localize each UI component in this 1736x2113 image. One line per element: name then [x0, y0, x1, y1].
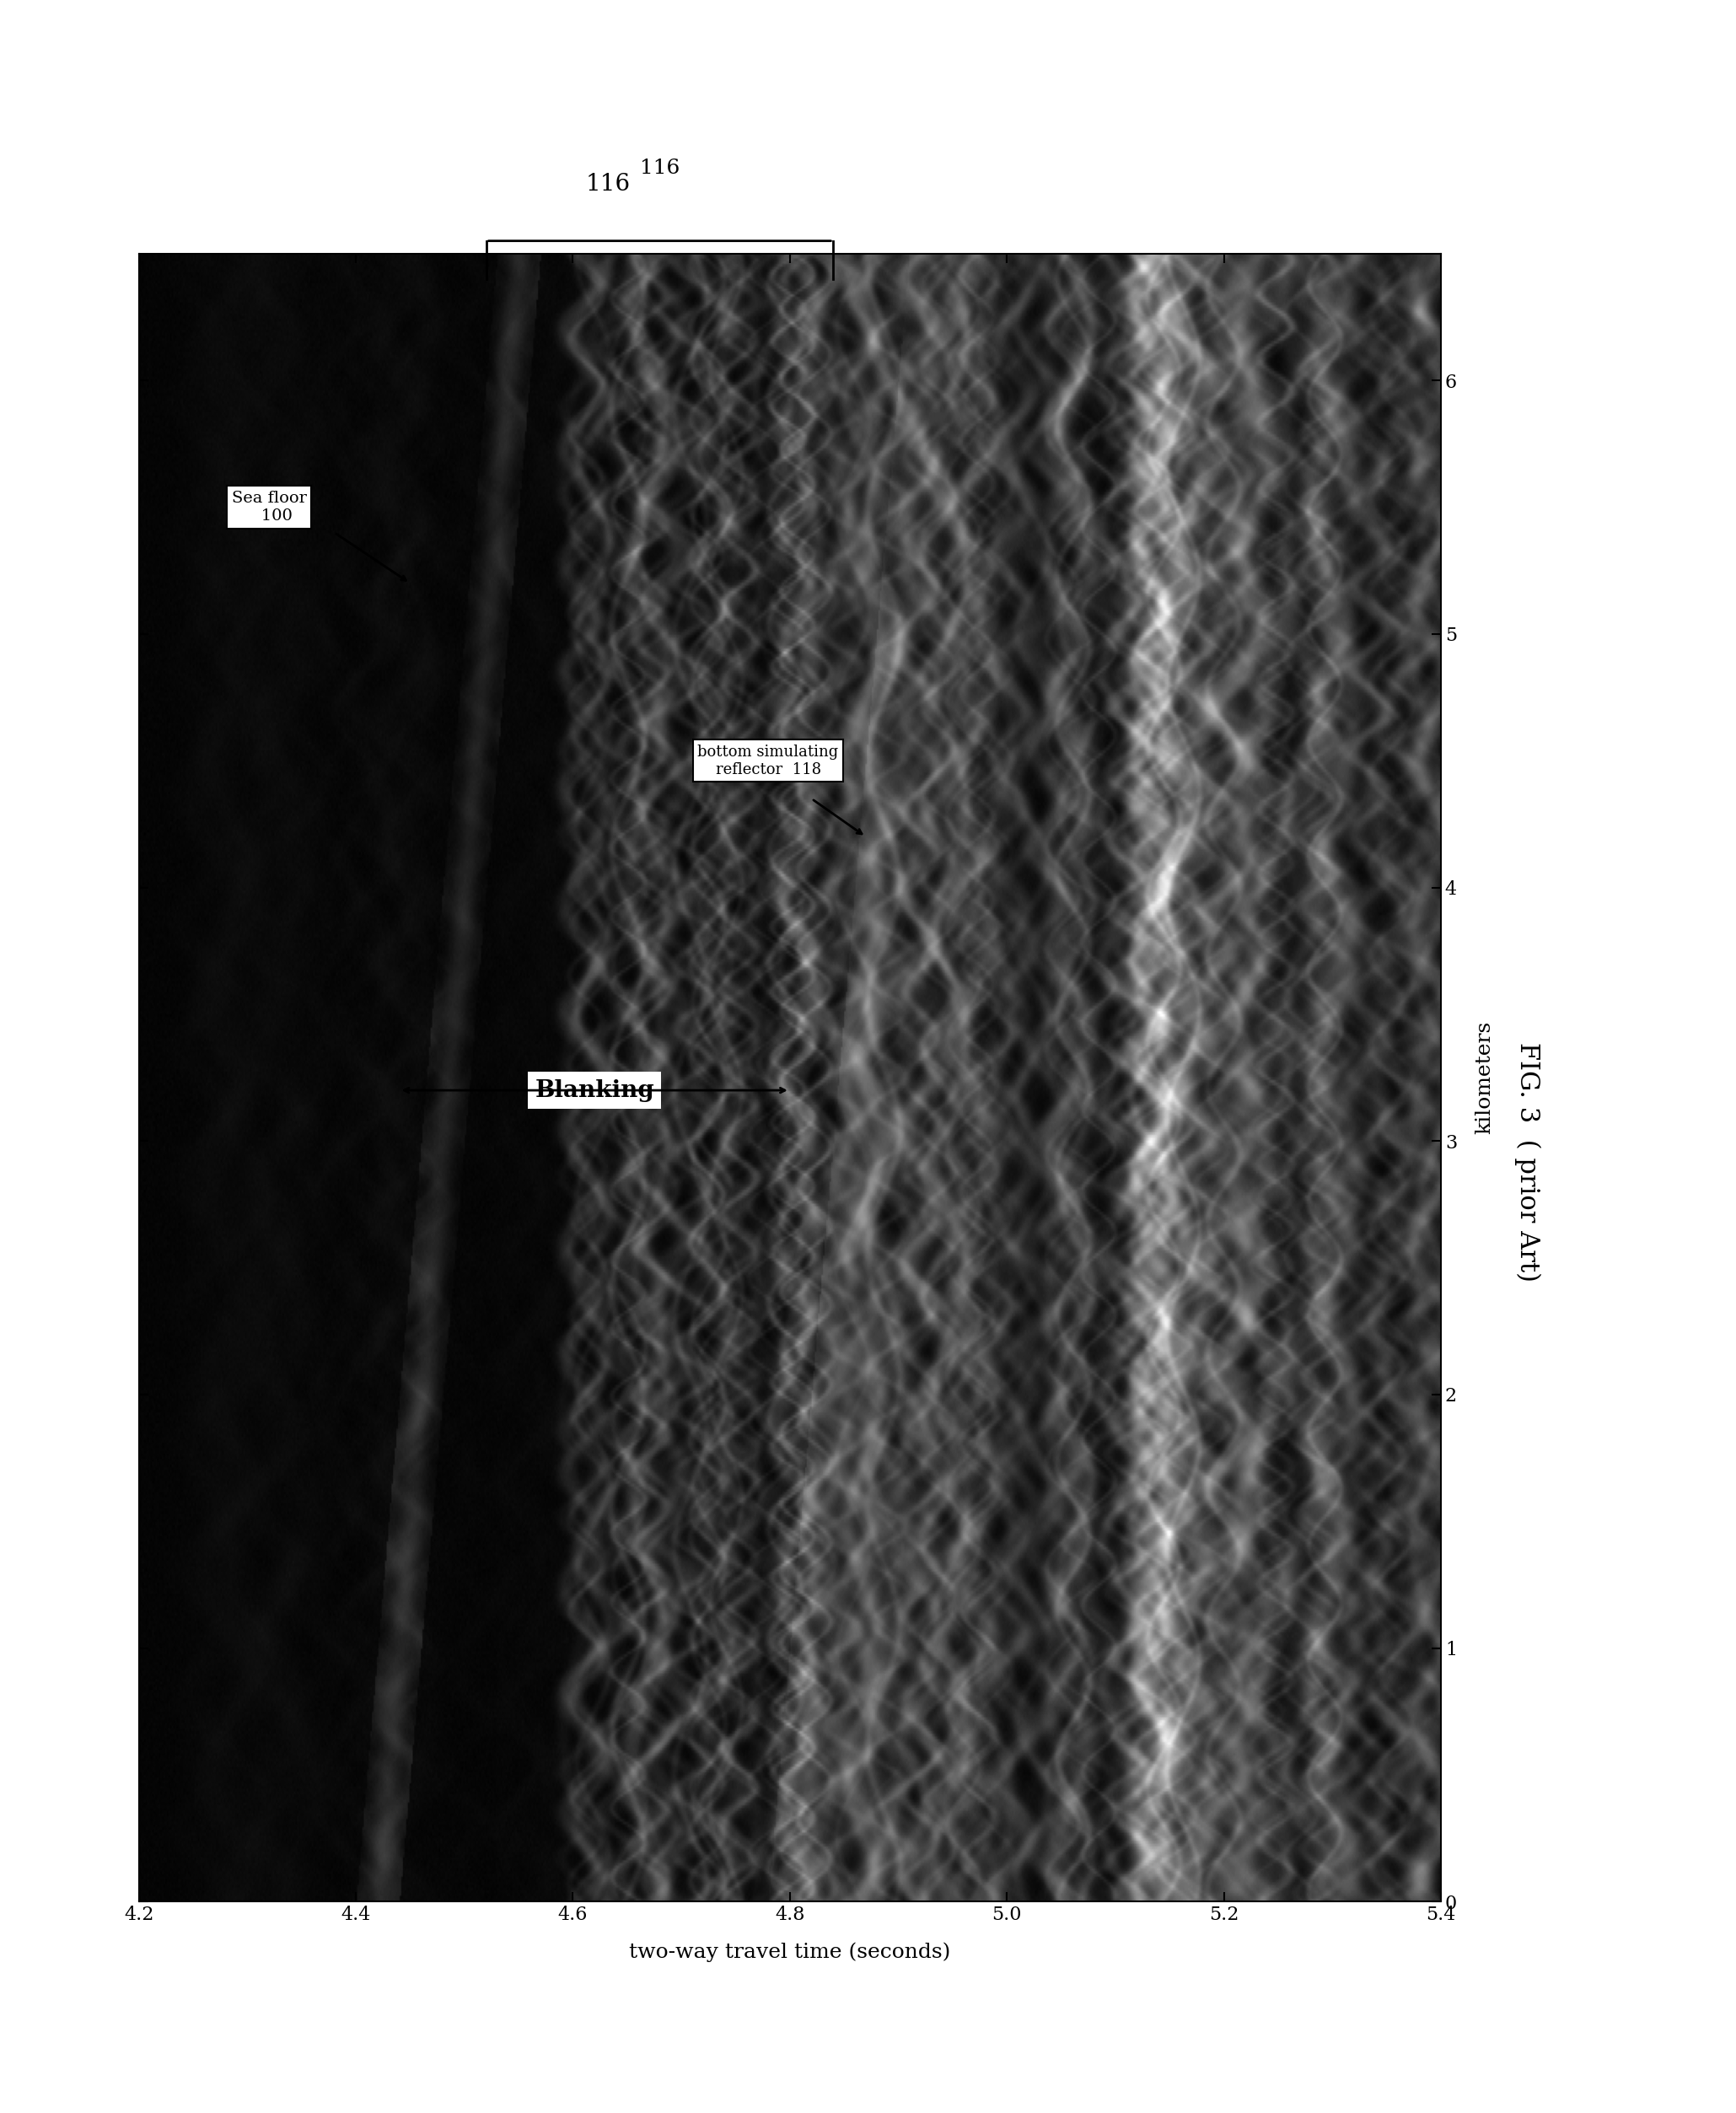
Y-axis label: kilometers: kilometers: [1474, 1021, 1495, 1135]
Text: FIG. 3  ( prior Art): FIG. 3 ( prior Art): [1514, 1042, 1542, 1283]
Text: 116: 116: [585, 173, 630, 194]
Text: Blanking: Blanking: [535, 1080, 654, 1101]
Text: Sea floor
   100: Sea floor 100: [231, 490, 307, 524]
Text: bottom simulating
reflector  118: bottom simulating reflector 118: [698, 744, 838, 778]
X-axis label: two-way travel time (seconds): two-way travel time (seconds): [628, 1942, 951, 1961]
Text: 116: 116: [639, 158, 681, 177]
